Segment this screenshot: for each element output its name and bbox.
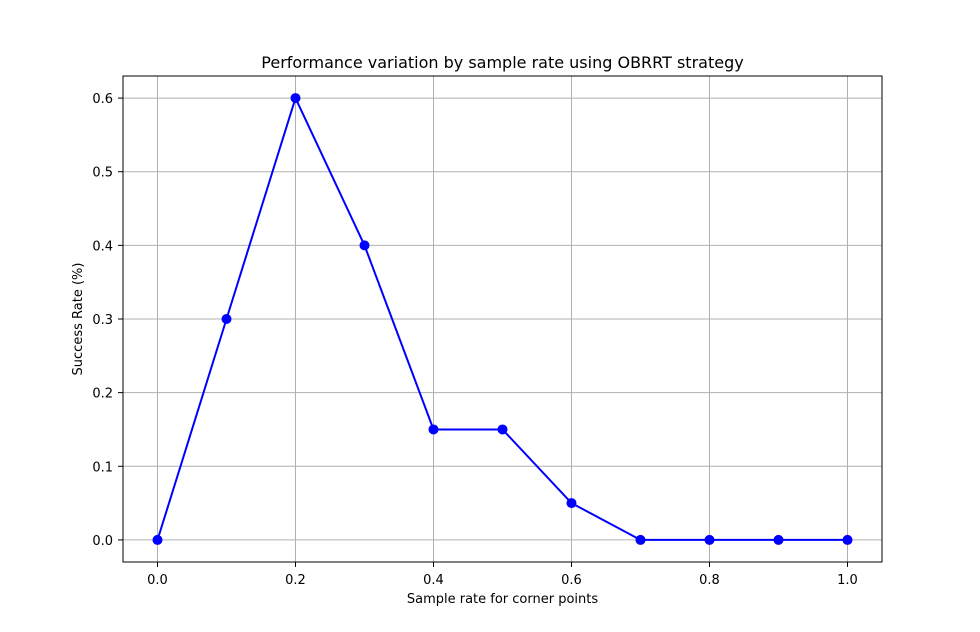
data-point-2 — [290, 93, 301, 104]
y-tick-label-5: 0.5 — [92, 166, 113, 181]
x-tick-label-4: 0.8 — [699, 573, 720, 588]
y-tick-label-0: 0.0 — [92, 534, 113, 549]
data-point-9 — [773, 534, 784, 545]
data-point-8 — [704, 534, 715, 545]
y-tick-label-1: 0.1 — [92, 460, 113, 475]
data-point-1 — [221, 314, 232, 324]
series-layer — [152, 93, 853, 545]
data-point-4 — [428, 424, 439, 435]
data-point-6 — [566, 498, 577, 509]
data-point-10 — [842, 534, 853, 545]
x-tick-label-3: 0.6 — [561, 573, 582, 588]
tick-labels: 0.0 0.2 0.4 0.6 0.8 1.0 0.0 0.1 0.2 0.3 0.4 0.5 0.6 — [92, 92, 858, 588]
x-tick-label-0: 0.0 — [147, 573, 168, 588]
chart-title: Performance variation by sample rate usi… — [261, 53, 743, 72]
y-tick-label-2: 0.2 — [92, 387, 113, 402]
data-point-3 — [359, 240, 370, 251]
data-point-5 — [497, 424, 508, 435]
y-tick-label-4: 0.4 — [92, 239, 113, 254]
x-axis-label: Sample rate for corner points — [407, 592, 599, 607]
x-tick-label-1: 0.2 — [285, 573, 306, 588]
axes — [118, 75, 883, 567]
y-axis-label: Success Rate (%) — [71, 263, 86, 376]
x-tick-label-5: 1.0 — [837, 573, 858, 588]
y-tick-label-3: 0.3 — [92, 313, 113, 328]
data-point-7 — [635, 534, 646, 545]
x-tick-label-2: 0.4 — [423, 573, 444, 588]
y-tick-label-6: 0.6 — [92, 92, 113, 107]
data-point-0 — [152, 534, 163, 545]
